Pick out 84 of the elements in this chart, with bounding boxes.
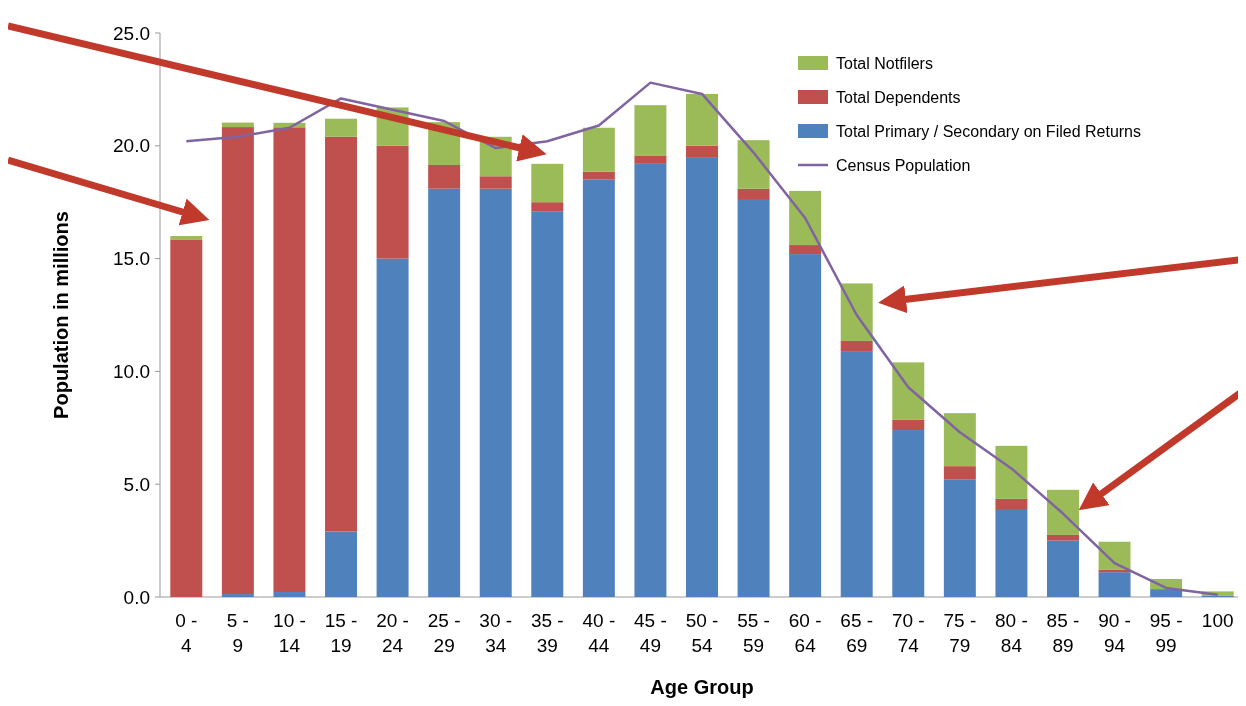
bar [1150,589,1183,597]
bar [531,163,564,203]
bar [221,594,254,597]
bar [531,202,564,212]
bar [634,105,667,156]
x-tick-label: 35 - 39 [530,610,564,656]
bar [892,419,925,431]
x-tick-label: 45 - 49 [634,610,667,656]
x-tick-label: 10 - 14 [273,610,306,656]
bar [737,140,770,189]
bar [1098,541,1131,570]
x-tick-label: 5 - 9 [226,610,249,656]
bar [582,179,615,597]
x-tick-label: 70 - 74 [891,610,925,656]
bar [325,136,357,532]
bar [376,145,409,259]
bar [892,362,925,420]
bar [892,430,925,597]
bar [995,445,1028,499]
bar [170,239,203,597]
bar [634,163,667,597]
x-tick-label: 95 - 99 [1149,610,1183,656]
bar [840,340,873,352]
bar [273,592,306,597]
line-series [185,81,1219,596]
bar [479,188,512,597]
x-tick-label: 60 - 64 [788,610,822,656]
y-tick-label: 0.0 [123,586,150,608]
bar [686,93,718,146]
x-axis-title: Age Group [650,676,754,698]
bar [943,413,976,467]
bar [273,127,306,593]
x-tick-label: 55 - 59 [737,610,770,656]
y-tick-label: 15.0 [113,248,150,270]
x-tick-label: 30 - 34 [479,610,513,656]
bar [995,498,1028,510]
y-axis-title: Population in millions [50,211,72,419]
x-tick-label: 15 - 19 [324,610,358,656]
bar [325,531,357,597]
bar [943,466,976,480]
bar [1047,540,1079,597]
x-tick-label: 25 - 29 [427,610,461,656]
bar [1098,572,1131,597]
bar [1047,489,1079,535]
bar [943,479,976,597]
bar [1047,534,1079,541]
bar [531,211,564,597]
bar [428,188,461,597]
legend-label: Total Notfilers [836,54,933,72]
y-tick-label: 25.0 [113,22,150,44]
bar [376,258,409,597]
legend-label: Total Dependents [836,88,961,106]
bar [221,127,254,595]
bar [634,155,667,164]
y-tick-label: 20.0 [113,135,150,157]
bar [995,509,1028,597]
bar [840,351,873,597]
x-tick-label: 80 - 84 [995,610,1028,656]
bar [582,171,615,180]
legend-label: Census Population [836,156,971,174]
x-tick-label: 100 [1201,610,1234,631]
bar [582,127,615,172]
y-tick-label: 5.0 [123,473,150,495]
x-tick-label: 0 - 4 [175,610,198,656]
x-tick-label: 85 - 89 [1046,610,1080,656]
x-tick-label: 40 - 44 [582,610,616,656]
legend-label: Total Primary / Secondary on Filed Returns [836,122,1142,140]
bar [789,254,822,597]
x-tick-label: 75 - 79 [943,610,977,656]
bar [479,176,512,189]
bar [789,245,822,255]
bar [686,145,718,158]
y-tick-label: 10.0 [113,361,150,383]
bar [428,164,461,189]
x-tick-label: 90 - 94 [1098,610,1131,656]
bar [686,157,718,597]
bar [737,188,770,200]
bar [737,199,770,597]
x-tick-label: 20 - 24 [376,610,409,656]
x-tick-label: 50 - 54 [685,610,719,656]
bar [840,283,873,341]
bar [789,190,822,246]
bar [325,118,357,137]
x-tick-label: 65 - 69 [840,610,874,656]
